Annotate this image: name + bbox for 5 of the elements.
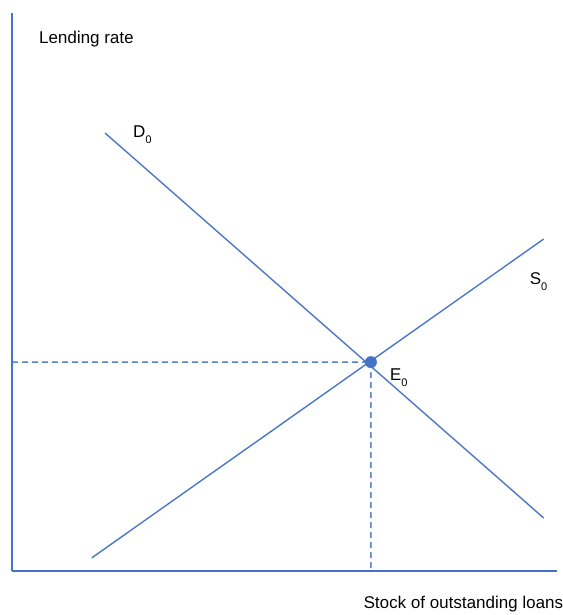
series-label: S$_{0}$	[530, 269, 548, 294]
x-axis-title: Stock of outstanding loans	[364, 593, 563, 612]
annotation: E$_{0}$	[390, 365, 408, 390]
text: Lending rate	[39, 28, 134, 47]
series-label: D$_{0}$	[133, 122, 152, 146]
